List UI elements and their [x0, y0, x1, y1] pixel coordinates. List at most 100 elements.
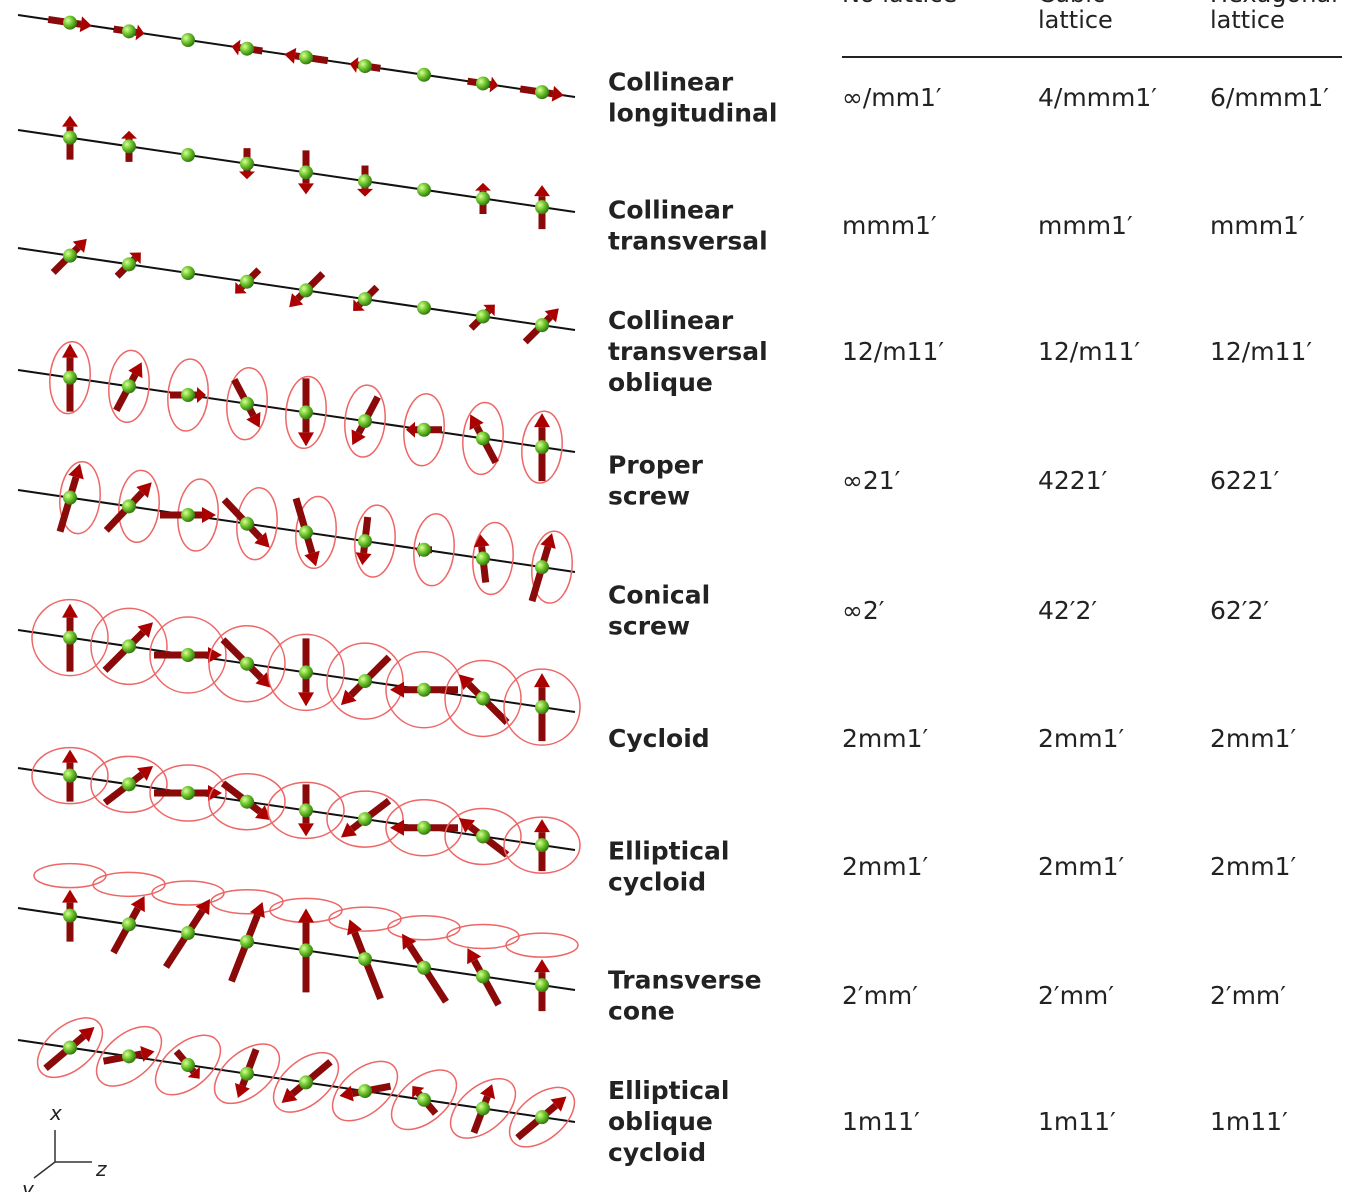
atom: [358, 59, 372, 73]
row-label: cycloid: [608, 868, 706, 897]
atom: [358, 812, 372, 826]
arrow-head: [62, 890, 78, 903]
symmetry-group: ∞2′: [842, 596, 885, 625]
atom: [535, 838, 549, 852]
atom: [299, 1075, 313, 1089]
rotation-envelope: [93, 872, 165, 896]
atom: [476, 309, 490, 323]
arrow-head: [298, 908, 314, 922]
symmetry-group: 2mm1′: [1210, 852, 1297, 881]
atom: [240, 795, 254, 809]
spin-chain: [18, 15, 575, 102]
atom: [122, 1049, 136, 1063]
spin-arrow: [410, 946, 446, 1002]
symmetry-group: 6/mmm1′: [1210, 83, 1329, 112]
arrow-head: [357, 189, 373, 197]
rotation-envelope: [329, 907, 401, 931]
atom: [358, 534, 372, 548]
row-label: screw: [608, 482, 690, 511]
spin-arrow: [166, 911, 202, 967]
atom: [122, 257, 136, 271]
spin-arrow: [223, 640, 261, 678]
axis-glyph: [34, 1130, 92, 1178]
atom: [240, 517, 254, 531]
symmetry-group: ∞/mm1′: [842, 83, 942, 112]
symmetry-group: 1m11′: [1210, 1107, 1288, 1136]
symmetry-group: 2′mm′: [842, 981, 918, 1010]
atom: [417, 183, 431, 197]
atom: [476, 829, 490, 843]
symmetry-group: 4/mmm1′: [1038, 83, 1157, 112]
atom: [358, 1084, 372, 1098]
atom: [63, 249, 77, 263]
row-label: oblique: [608, 1107, 713, 1136]
atom: [299, 943, 313, 957]
row-label: screw: [608, 612, 690, 641]
arrow-head: [80, 16, 92, 32]
arrow-head: [62, 750, 78, 763]
arrow-head: [540, 533, 555, 549]
atom: [535, 440, 549, 454]
atom: [240, 42, 254, 56]
atom: [122, 639, 136, 653]
symmetry-group: 62′2′: [1210, 596, 1269, 625]
row-label: Transverse: [608, 966, 762, 995]
rotation-envelope: [447, 924, 519, 948]
atom: [181, 508, 195, 522]
chain-axis: [18, 908, 575, 990]
atom: [181, 33, 195, 47]
spin-arrow: [105, 632, 143, 670]
spin-arrow: [224, 500, 260, 538]
atom: [417, 68, 431, 82]
symmetry-group: mmm1′: [842, 211, 937, 240]
spin-chain: [18, 600, 580, 745]
atom: [417, 821, 431, 835]
row-label: Collinear: [608, 306, 734, 335]
row-label: cone: [608, 997, 675, 1026]
atom: [63, 631, 77, 645]
rotation-envelope: [152, 881, 224, 905]
symmetry-group: ∞21′: [842, 466, 901, 495]
atom: [63, 909, 77, 923]
column-header-line: lattice: [1210, 6, 1285, 34]
atom: [417, 683, 431, 697]
arrow-head: [197, 387, 206, 403]
atom: [122, 777, 136, 791]
row-label: Elliptical: [608, 1076, 729, 1105]
arrow-head: [534, 413, 550, 427]
atom: [417, 301, 431, 315]
chain-axis: [18, 248, 575, 330]
row-label: transversal: [608, 227, 768, 256]
symmetry-group: mmm1′: [1210, 211, 1305, 240]
atom: [417, 423, 431, 437]
arrow-head: [136, 25, 145, 41]
atom: [299, 803, 313, 817]
arrow-head: [121, 131, 137, 139]
column-header: Cubiclattice: [1038, 0, 1113, 34]
atom: [358, 174, 372, 188]
atom: [535, 1110, 549, 1124]
atom: [240, 935, 254, 949]
symmetry-group: 2mm1′: [842, 724, 929, 753]
symmetry-group: 12/m11′: [1210, 337, 1312, 366]
arrow-head: [534, 673, 550, 687]
atom: [63, 1041, 77, 1055]
arrow-head: [350, 57, 359, 73]
atom: [476, 691, 490, 705]
arrow-head: [534, 959, 550, 972]
spin-chain: [18, 116, 575, 229]
arrow-head: [534, 819, 550, 832]
spin-chain: [18, 748, 580, 873]
atom: [240, 397, 254, 411]
row-label: Collinear: [608, 196, 734, 225]
symmetry-group: 12/m11′: [1038, 337, 1140, 366]
atom: [122, 379, 136, 393]
arrow-head: [62, 116, 78, 127]
row-label: Collinear: [608, 68, 734, 97]
symmetry-group: mmm1′: [1038, 211, 1133, 240]
column-header: No lattice: [842, 0, 957, 8]
symmetry-group: 6221′: [1210, 466, 1280, 495]
atom: [181, 388, 195, 402]
atom: [417, 543, 431, 557]
symmetry-group: 4221′: [1038, 466, 1108, 495]
